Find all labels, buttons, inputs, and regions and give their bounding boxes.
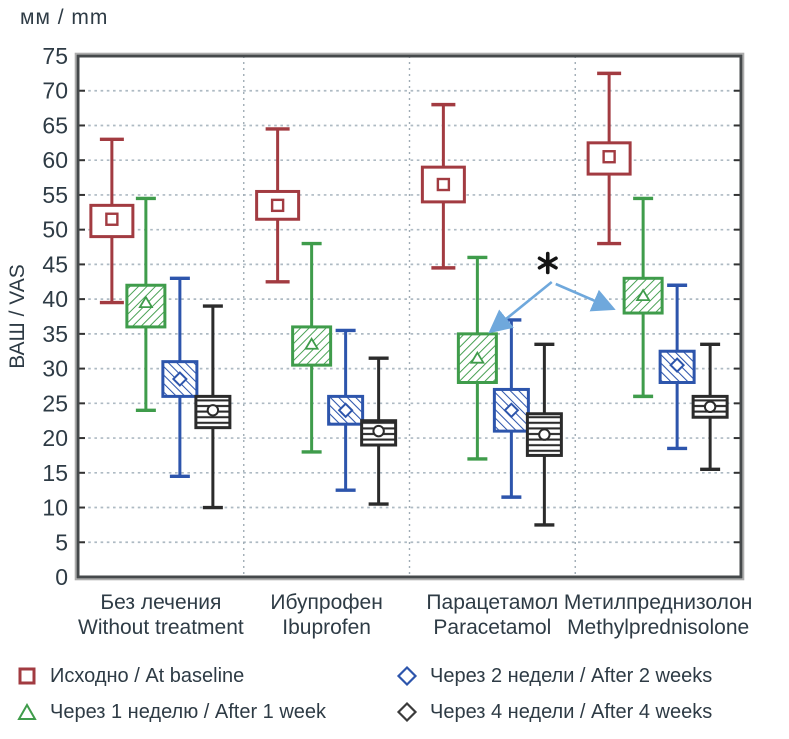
boxplot-svg: 0 5 10 15 20 25 30 35 40 45 50 55 60 65 70 75 Без лечен…	[6, 43, 752, 639]
box-paracetamol-week2	[492, 318, 530, 499]
legend-label-baseline: Исходно / At baseline	[50, 664, 245, 687]
svg-text:55: 55	[42, 182, 68, 208]
svg-text:65: 65	[42, 112, 68, 138]
svg-text:15: 15	[42, 460, 68, 486]
svg-text:Without treatment: Without treatment	[78, 616, 244, 639]
box-paracetamol-week4	[525, 342, 563, 527]
box-methylprednisolone-week2	[658, 283, 696, 451]
box-ibuprofen-week2	[327, 328, 365, 492]
svg-text:Paracetamol: Paracetamol	[433, 616, 551, 639]
svg-text:5: 5	[55, 529, 68, 555]
y-axis-ticks: 0 5 10 15 20 25 30 35 40 45 50 55 60 65 70 75	[42, 43, 741, 590]
box-paracetamol-baseline	[420, 102, 466, 270]
legend-label-week1: Через 1 неделю / After 1 week	[50, 700, 327, 723]
svg-text:70: 70	[42, 78, 68, 104]
svg-text:Парацетамол: Парацетамол	[426, 591, 558, 614]
svg-text:25: 25	[42, 390, 68, 416]
svg-text:45: 45	[42, 251, 68, 277]
box-without-treatment-week2	[161, 276, 199, 478]
legend-label-week2: Через 2 недели / After 2 weeks	[430, 664, 713, 687]
svg-text:40: 40	[42, 286, 68, 312]
box-ibuprofen-week1	[291, 241, 333, 454]
diamond-marker-icon	[396, 665, 418, 687]
significance-annotation	[488, 251, 616, 334]
svg-text:0: 0	[55, 564, 68, 590]
y-axis-unit-label: мм / mm	[20, 6, 109, 29]
legend-item-week4: Через 4 недели / After 4 weeks	[396, 700, 712, 724]
boxplot-chart: 0 5 10 15 20 25 30 35 40 45 50 55 60 65 70 75 Без лечен…	[6, 43, 752, 639]
svg-text:30: 30	[42, 356, 68, 382]
legend-label-week4: Через 4 недели / After 4 weeks	[430, 700, 713, 723]
svg-text:Ибупрофен: Ибупрофен	[270, 591, 382, 614]
y-axis-title: ВАШ / VAS	[6, 264, 29, 369]
diamond-marker-icon	[396, 701, 418, 723]
box-ibuprofen-baseline	[255, 127, 301, 284]
box-paracetamol-week1	[456, 255, 498, 461]
legend-item-baseline: Исходно / At baseline	[16, 664, 244, 688]
box-methylprednisolone-week1	[622, 196, 664, 399]
triangle-marker-icon	[17, 702, 37, 720]
svg-text:Метилпреднизолон: Метилпреднизолон	[564, 591, 753, 614]
svg-text:Без лечения: Без лечения	[100, 591, 221, 614]
legend-item-week2: Через 2 недели / After 2 weeks	[396, 664, 712, 688]
box-methylprednisolone-baseline	[586, 71, 632, 246]
svg-text:Methylprednisolone: Methylprednisolone	[567, 616, 749, 639]
svg-text:60: 60	[42, 147, 68, 173]
svg-text:10: 10	[42, 495, 68, 521]
legend-item-week1: Через 1 неделю / After 1 week	[16, 700, 326, 724]
square-marker-icon	[18, 667, 36, 685]
box-without-treatment-week4	[194, 304, 232, 510]
asterisk-icon	[537, 251, 558, 275]
svg-text:50: 50	[42, 217, 68, 243]
box-methylprednisolone-week4	[691, 342, 729, 472]
svg-text:Ibuprofen: Ibuprofen	[282, 616, 371, 639]
svg-text:20: 20	[42, 425, 68, 451]
svg-text:35: 35	[42, 321, 68, 347]
box-without-treatment-baseline	[89, 137, 135, 305]
group-separators	[243, 56, 576, 577]
box-ibuprofen-week4	[360, 356, 398, 506]
svg-text:75: 75	[42, 43, 68, 69]
box-without-treatment-week1	[125, 196, 167, 412]
